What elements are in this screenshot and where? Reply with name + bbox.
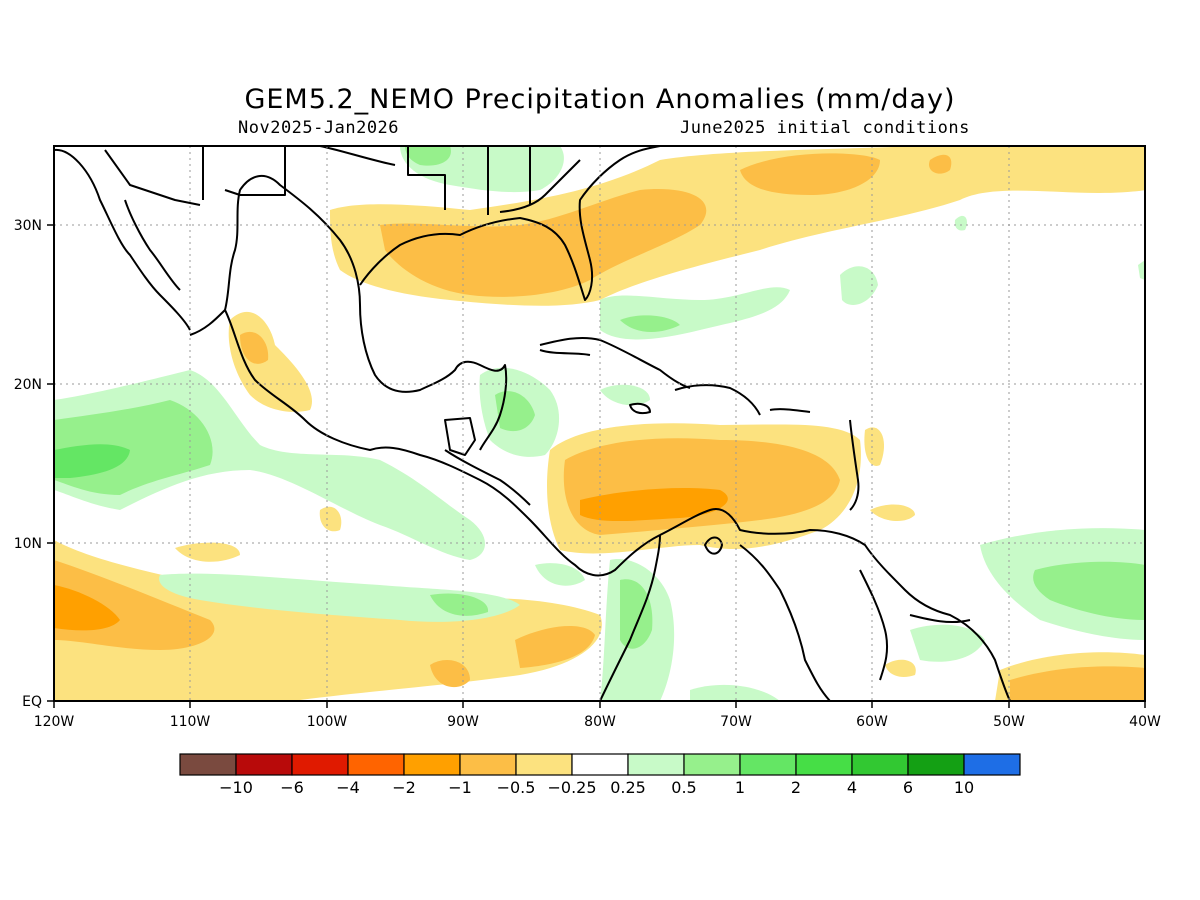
lat-label: 20N	[14, 377, 42, 393]
coastlines	[54, 146, 1011, 701]
colorbar-swatch	[851, 753, 909, 776]
colorbar-label: −4	[336, 778, 360, 797]
tick-marks	[47, 224, 1146, 708]
colorbar: −10 −6 −4 −2 −1 −0.5 −0.25 0.25 0.5 1 2 4 6 10	[179, 753, 1021, 797]
colorbar-swatch	[403, 753, 461, 776]
colorbar-swatch	[515, 753, 573, 776]
map-title: GEM5.2_NEMO Precipitation Anomalies (mm/…	[244, 84, 956, 115]
dry-anomaly-regions	[54, 146, 1145, 701]
latitude-labels: EQ 10N 20N 30N	[14, 218, 42, 710]
colorbar-swatch	[571, 753, 629, 776]
colorbar-label: −10	[219, 778, 253, 797]
anomaly-field	[54, 146, 1145, 701]
colorbar-label: −2	[392, 778, 416, 797]
forecast-period: Nov2025-Jan2026	[238, 118, 400, 138]
colorbar-swatch	[739, 753, 797, 776]
colorbar-label: 10	[954, 778, 974, 797]
longitude-labels: 120W 110W 100W 90W 80W 70W 60W 50W 40W	[34, 714, 1161, 730]
grid-lines	[54, 146, 1145, 701]
colorbar-swatch	[347, 753, 405, 776]
lon-label: 50W	[993, 714, 1025, 730]
colorbar-label: 6	[903, 778, 913, 797]
colorbar-label: 0.5	[671, 778, 696, 797]
initial-conditions: June2025 initial conditions	[680, 118, 970, 138]
lon-label: 110W	[170, 714, 211, 730]
lat-label: 10N	[14, 536, 42, 552]
colorbar-swatch	[179, 753, 237, 776]
colorbar-label: −0.5	[497, 778, 536, 797]
colorbar-label: −6	[280, 778, 304, 797]
colorbar-label: 2	[791, 778, 801, 797]
lon-label: 60W	[856, 714, 888, 730]
colorbar-swatch	[683, 753, 741, 776]
lon-label: 40W	[1129, 714, 1161, 730]
wet-anomaly-regions	[54, 146, 1145, 701]
colorbar-label: 0.25	[610, 778, 646, 797]
colorbar-swatch	[459, 753, 517, 776]
lat-label: EQ	[22, 694, 42, 710]
lon-label: 80W	[584, 714, 616, 730]
colorbar-label: −0.25	[547, 778, 596, 797]
lon-label: 120W	[34, 714, 75, 730]
lon-label: 100W	[307, 714, 348, 730]
colorbar-swatch	[235, 753, 293, 776]
lon-label: 90W	[447, 714, 479, 730]
colorbar-label: 4	[847, 778, 857, 797]
colorbar-label: −1	[448, 778, 472, 797]
colorbar-swatch	[795, 753, 853, 776]
colorbar-swatch	[291, 753, 349, 776]
colorbar-swatch	[627, 753, 685, 776]
lon-label: 70W	[720, 714, 752, 730]
colorbar-label: 1	[735, 778, 745, 797]
colorbar-swatch	[963, 753, 1021, 776]
colorbar-swatch	[907, 753, 965, 776]
lat-label: 30N	[14, 218, 42, 234]
